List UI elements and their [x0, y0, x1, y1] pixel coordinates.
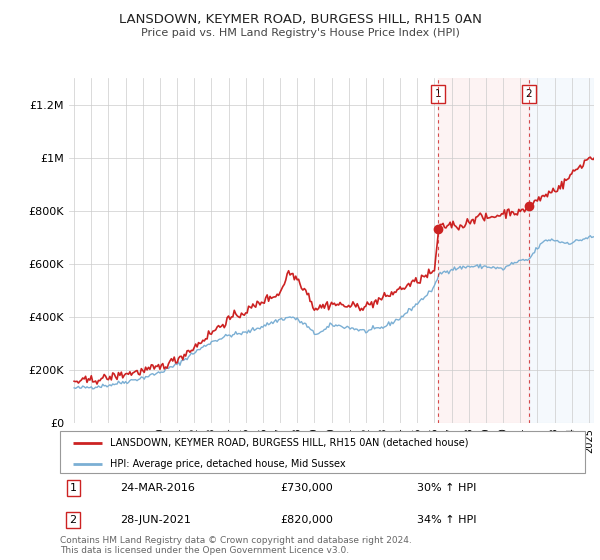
- Bar: [439, 78, 529, 423]
- Text: 30% ↑ HPI: 30% ↑ HPI: [417, 483, 476, 493]
- Text: 2: 2: [526, 89, 532, 99]
- Text: LANSDOWN, KEYMER ROAD, BURGESS HILL, RH15 0AN (detached house): LANSDOWN, KEYMER ROAD, BURGESS HILL, RH1…: [110, 438, 469, 448]
- FancyBboxPatch shape: [60, 431, 585, 473]
- Text: 34% ↑ HPI: 34% ↑ HPI: [417, 515, 476, 525]
- Text: Contains HM Land Registry data © Crown copyright and database right 2024.
This d: Contains HM Land Registry data © Crown c…: [60, 536, 412, 556]
- Text: 2: 2: [70, 515, 77, 525]
- Text: 24-MAR-2016: 24-MAR-2016: [121, 483, 195, 493]
- Text: HPI: Average price, detached house, Mid Sussex: HPI: Average price, detached house, Mid …: [110, 459, 346, 469]
- Text: 28-JUN-2021: 28-JUN-2021: [121, 515, 191, 525]
- Text: 1: 1: [435, 89, 442, 99]
- Text: LANSDOWN, KEYMER ROAD, BURGESS HILL, RH15 0AN: LANSDOWN, KEYMER ROAD, BURGESS HILL, RH1…: [119, 13, 481, 26]
- Text: 1: 1: [70, 483, 77, 493]
- Bar: [529, 78, 594, 423]
- Text: £730,000: £730,000: [281, 483, 333, 493]
- Text: Price paid vs. HM Land Registry's House Price Index (HPI): Price paid vs. HM Land Registry's House …: [140, 28, 460, 38]
- Text: £820,000: £820,000: [281, 515, 334, 525]
